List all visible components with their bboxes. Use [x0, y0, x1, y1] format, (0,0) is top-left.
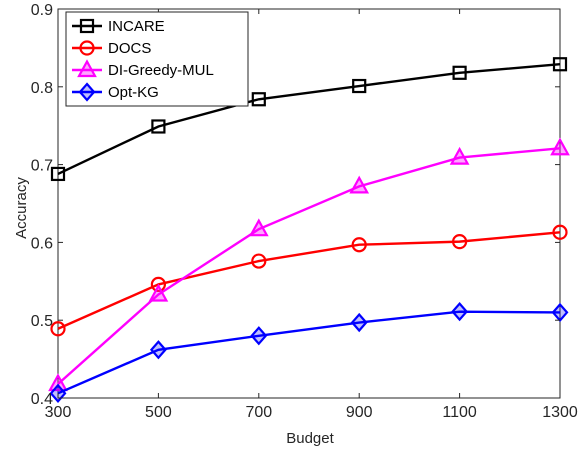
series-docs: [50, 224, 568, 337]
data-point: [550, 137, 570, 156]
series-line: [57, 63, 561, 176]
y-tick-label: 0.7: [31, 158, 53, 175]
data-point: [250, 326, 268, 346]
legend-label: INCARE: [108, 18, 165, 35]
data-point: [350, 312, 368, 333]
x-tick-label: 300: [45, 404, 72, 421]
legend-item: DI-Greedy-MUL: [72, 59, 214, 79]
data-point: [452, 65, 467, 80]
legend-item: DOCS: [72, 40, 151, 57]
series-incare: [50, 57, 568, 182]
data-point: [352, 78, 367, 94]
data-point: [248, 218, 269, 237]
legend-label: DOCS: [108, 40, 151, 57]
series-layer: [48, 57, 570, 404]
legend-marker: [79, 40, 95, 56]
data-point: [552, 57, 568, 72]
data-point: [50, 321, 66, 337]
data-point: [48, 373, 68, 392]
y-tick-label: 0.9: [31, 2, 53, 19]
x-tick-label: 900: [346, 404, 373, 421]
legend-label: DI-Greedy-MUL: [108, 62, 214, 79]
x-tick-label: 500: [145, 404, 172, 421]
series-line: [57, 147, 561, 385]
data-point: [449, 146, 470, 165]
legend-box: [65, 11, 249, 107]
y-axis-title: Accuracy: [13, 177, 30, 239]
data-point: [149, 340, 167, 360]
data-point: [148, 283, 169, 302]
legend-item: Opt-KG: [72, 82, 159, 102]
data-point: [552, 224, 568, 240]
y-tick-label: 0.8: [31, 80, 53, 97]
data-point: [452, 234, 468, 250]
legend: INCARE DOCS DI-Greedy-MUL Opt-KG: [65, 11, 249, 107]
data-point: [150, 276, 166, 293]
y-tick-label: 0.4: [31, 391, 53, 408]
ticks-layer: 300 500 700 900 1100 1300 0.4 0.5 0.6 0.7 0.8 0.9: [31, 2, 578, 421]
y-tick-label: 0.6: [31, 235, 53, 252]
series-line: [57, 310, 561, 395]
data-point: [151, 119, 166, 134]
series-opt-kg: [49, 301, 569, 404]
x-tick-label: 1300: [542, 404, 578, 421]
x-tick-label: 700: [245, 404, 272, 421]
series-di-greedy-mul: [48, 137, 570, 392]
data-point: [451, 301, 469, 322]
data-point: [251, 253, 267, 269]
series-line: [57, 231, 561, 330]
legend-marker: [79, 18, 95, 34]
y-tick-label: 0.5: [31, 313, 53, 330]
data-point: [50, 166, 66, 182]
data-point: [351, 237, 367, 253]
x-axis-title: Budget: [286, 430, 334, 447]
legend-item: INCARE: [72, 18, 165, 35]
legend-marker: [78, 82, 96, 102]
data-point: [251, 92, 266, 107]
legend-label: Opt-KG: [108, 84, 159, 101]
data-point: [349, 175, 370, 194]
legend-marker: [77, 59, 97, 78]
x-tick-label: 1100: [442, 404, 477, 421]
